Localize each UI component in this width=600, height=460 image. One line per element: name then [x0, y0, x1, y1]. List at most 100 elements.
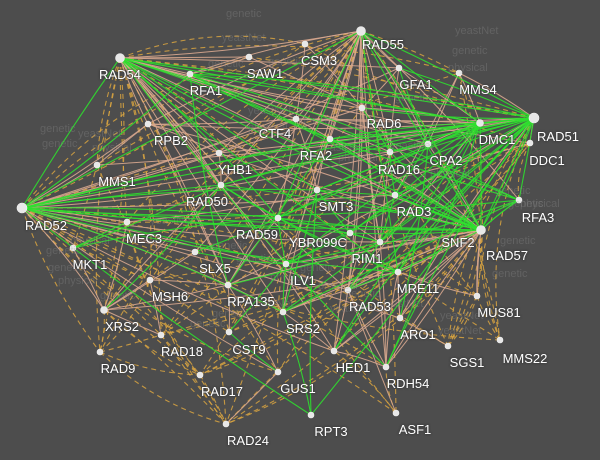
- graph-node[interactable]: [496, 336, 504, 344]
- graph-node[interactable]: [356, 26, 366, 36]
- graph-edge: [119, 57, 162, 336]
- graph-edge: [21, 207, 335, 352]
- graph-edge: [228, 30, 362, 333]
- graph-edge: [225, 142, 531, 425]
- graph-edge: [199, 374, 227, 425]
- graph-node[interactable]: [225, 328, 233, 336]
- graph-node[interactable]: [191, 248, 199, 256]
- graph-node[interactable]: [217, 181, 225, 189]
- graph-edge: [389, 67, 400, 153]
- graph-edge: [160, 107, 363, 336]
- graph-node[interactable]: [473, 292, 481, 300]
- graph-node[interactable]: [346, 229, 354, 237]
- graph-node[interactable]: [395, 64, 403, 72]
- graph-node[interactable]: [444, 342, 452, 350]
- graph-node[interactable]: [144, 120, 152, 128]
- graph-node[interactable]: [526, 139, 534, 147]
- graph-node[interactable]: [313, 186, 321, 194]
- graph-node[interactable]: [392, 409, 400, 417]
- graph-edge: [189, 73, 331, 140]
- graph-node[interactable]: [282, 260, 290, 268]
- graph-node[interactable]: [146, 276, 154, 284]
- graph-node[interactable]: [455, 69, 463, 77]
- graph-node[interactable]: [376, 238, 384, 246]
- graph-edge: [103, 309, 201, 376]
- graph-edge: [282, 289, 349, 313]
- graph-edge: [96, 57, 121, 166]
- graph-edge: [147, 30, 362, 125]
- graph-edge: [360, 30, 482, 231]
- graph-node[interactable]: [222, 420, 230, 428]
- graph-edge: [119, 35, 306, 59]
- graph-edge: [189, 73, 482, 231]
- graph-edge: [517, 142, 531, 201]
- graph-node[interactable]: [100, 306, 108, 314]
- graph-node[interactable]: [476, 119, 484, 127]
- graph-node[interactable]: [115, 53, 125, 63]
- graph-node[interactable]: [326, 135, 334, 143]
- graph-node[interactable]: [424, 140, 432, 148]
- graph-edge: [199, 142, 531, 376]
- graph-node[interactable]: [279, 308, 287, 316]
- graph-edge: [225, 229, 482, 425]
- graph-edge: [399, 143, 429, 319]
- graph-node[interactable]: [394, 268, 402, 276]
- graph-node[interactable]: [215, 149, 223, 157]
- graph-node[interactable]: [330, 347, 338, 355]
- graph-edge: [99, 221, 128, 353]
- graph-node[interactable]: [274, 368, 282, 376]
- graph-node[interactable]: [292, 115, 300, 123]
- graph-edge: [282, 117, 535, 313]
- graph-edge: [21, 207, 478, 297]
- graph-edge: [21, 118, 297, 209]
- graph-edge: [21, 57, 121, 209]
- graph-edge: [329, 138, 520, 201]
- graph-edge: [447, 295, 478, 347]
- graph-node[interactable]: [396, 314, 404, 322]
- graph-node[interactable]: [307, 411, 315, 419]
- graph-node[interactable]: [515, 196, 523, 204]
- graph-node[interactable]: [69, 244, 77, 252]
- graph-edge: [119, 57, 331, 140]
- graph-edge: [397, 122, 481, 273]
- graph-node[interactable]: [382, 363, 390, 371]
- graph-node[interactable]: [157, 331, 165, 339]
- graph-node[interactable]: [301, 40, 309, 48]
- graph-edge: [21, 207, 284, 313]
- graph-edge: [21, 207, 387, 368]
- graph-edge: [277, 189, 318, 219]
- graph-node[interactable]: [358, 104, 366, 112]
- graph-node[interactable]: [224, 281, 232, 289]
- graph-edge: [349, 122, 481, 234]
- graph-edge: [309, 189, 318, 416]
- graph-edge: [189, 73, 229, 286]
- graph-edge: [21, 30, 362, 209]
- graph-node[interactable]: [96, 348, 104, 356]
- graph-node[interactable]: [274, 214, 282, 222]
- graph-edge: [360, 30, 482, 231]
- graph-node[interactable]: [476, 225, 486, 235]
- graph-edge: [389, 151, 396, 196]
- graph-edge: [220, 184, 279, 219]
- graph-node[interactable]: [391, 191, 399, 199]
- graph-edge: [333, 229, 482, 352]
- graph-edge: [361, 67, 400, 109]
- graph-node[interactable]: [93, 161, 101, 169]
- graph-node[interactable]: [16, 202, 28, 214]
- graph-edge: [480, 117, 535, 231]
- graph-node[interactable]: [245, 53, 253, 61]
- graph-edge: [333, 229, 482, 352]
- graph-node[interactable]: [344, 286, 352, 294]
- graph-node[interactable]: [528, 112, 540, 124]
- graph-edge: [21, 207, 105, 311]
- graph-edge: [360, 30, 481, 124]
- graph-node[interactable]: [186, 70, 194, 78]
- graph-node[interactable]: [386, 148, 394, 156]
- graph-edge: [277, 217, 287, 265]
- graph-edge: [119, 57, 520, 201]
- graph-edge: [119, 57, 482, 231]
- graph-node[interactable]: [123, 218, 131, 226]
- graph-edge: [103, 309, 162, 336]
- graph-node[interactable]: [196, 371, 204, 379]
